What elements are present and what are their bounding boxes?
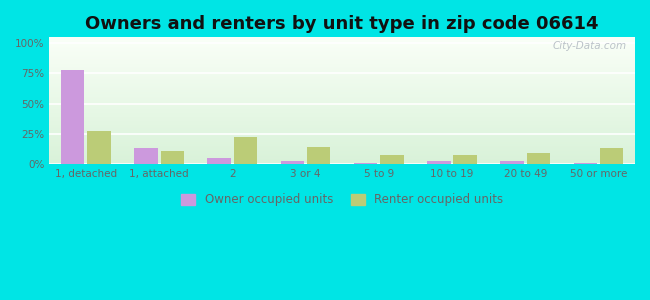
Legend: Owner occupied units, Renter occupied units: Owner occupied units, Renter occupied un… bbox=[176, 189, 508, 211]
Bar bbox=[281, 161, 304, 164]
Bar bbox=[307, 147, 330, 164]
Bar bbox=[161, 151, 184, 164]
Bar bbox=[354, 163, 377, 164]
Text: City-Data.com: City-Data.com bbox=[552, 41, 626, 51]
Bar bbox=[135, 148, 158, 164]
Bar bbox=[500, 161, 524, 164]
Bar bbox=[600, 148, 623, 164]
Bar bbox=[427, 161, 450, 164]
Bar bbox=[573, 163, 597, 164]
Bar bbox=[526, 153, 550, 164]
Title: Owners and renters by unit type in zip code 06614: Owners and renters by unit type in zip c… bbox=[85, 15, 599, 33]
Bar bbox=[207, 158, 231, 164]
Bar bbox=[88, 131, 111, 164]
Bar bbox=[61, 70, 84, 164]
Bar bbox=[454, 155, 477, 164]
Bar bbox=[234, 137, 257, 164]
Bar bbox=[380, 155, 404, 164]
